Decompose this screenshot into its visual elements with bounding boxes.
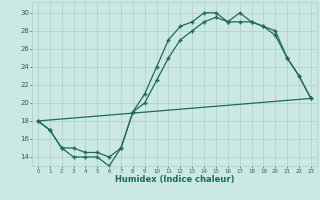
X-axis label: Humidex (Indice chaleur): Humidex (Indice chaleur): [115, 175, 234, 184]
